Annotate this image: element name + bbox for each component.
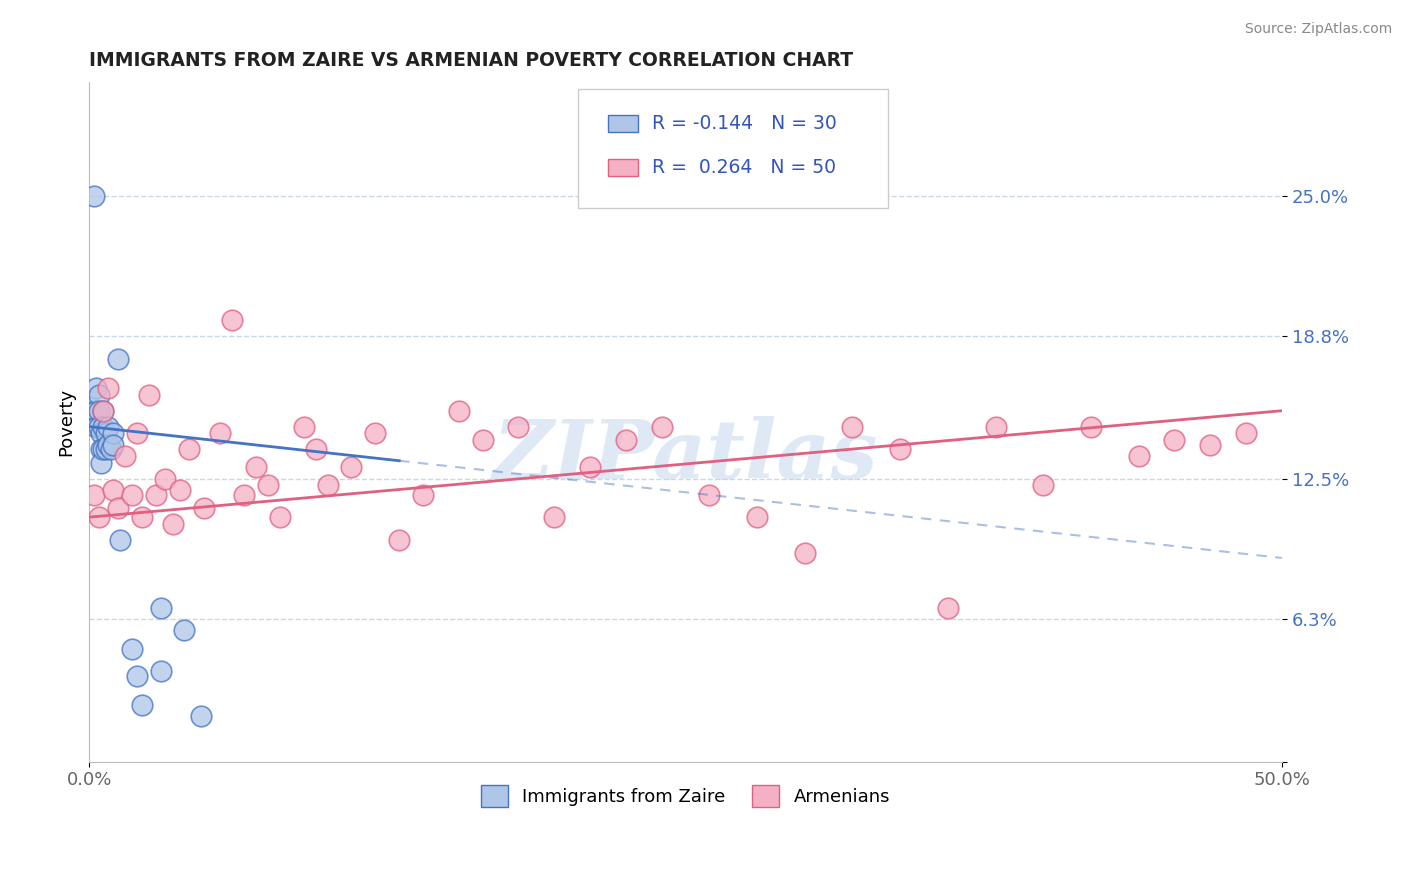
Point	[83, 188, 105, 202]
Point	[101, 426, 124, 441]
Point	[90, 442, 112, 457]
Point	[447, 403, 470, 417]
Point	[412, 487, 434, 501]
Point	[651, 419, 673, 434]
Point	[97, 381, 120, 395]
Point	[84, 403, 107, 417]
Point	[90, 426, 112, 441]
Point	[889, 442, 911, 457]
Point	[107, 351, 129, 366]
Point	[1080, 419, 1102, 434]
Point	[209, 426, 232, 441]
Point	[508, 419, 530, 434]
Point	[543, 510, 565, 524]
Point	[190, 709, 212, 723]
Point	[1032, 478, 1054, 492]
Point	[269, 510, 291, 524]
Point	[984, 419, 1007, 434]
Point	[93, 403, 115, 417]
Point	[87, 419, 110, 434]
Point	[97, 438, 120, 452]
Point	[193, 501, 215, 516]
FancyBboxPatch shape	[578, 89, 889, 208]
Point	[340, 460, 363, 475]
Point	[100, 442, 122, 457]
Point	[121, 641, 143, 656]
Point	[221, 313, 243, 327]
Point	[83, 487, 105, 501]
Text: Source: ZipAtlas.com: Source: ZipAtlas.com	[1244, 22, 1392, 37]
Point	[93, 442, 115, 457]
Point	[87, 403, 110, 417]
Text: IMMIGRANTS FROM ZAIRE VS ARMENIAN POVERTY CORRELATION CHART: IMMIGRANTS FROM ZAIRE VS ARMENIAN POVERT…	[89, 51, 853, 70]
Point	[169, 483, 191, 497]
Point	[292, 419, 315, 434]
Point	[1234, 426, 1257, 441]
Point	[614, 433, 637, 447]
Point	[87, 510, 110, 524]
Point	[162, 516, 184, 531]
Point	[83, 403, 105, 417]
Point	[173, 624, 195, 638]
Point	[107, 501, 129, 516]
Point	[97, 419, 120, 434]
Point	[257, 478, 280, 492]
Point	[745, 510, 768, 524]
Point	[138, 388, 160, 402]
Point	[1163, 433, 1185, 447]
Point	[84, 419, 107, 434]
Point	[94, 442, 117, 457]
Text: R = -0.144   N = 30: R = -0.144 N = 30	[652, 113, 837, 133]
Point	[1199, 438, 1222, 452]
Point	[125, 669, 148, 683]
Point	[388, 533, 411, 547]
Point	[108, 533, 131, 547]
Point	[125, 426, 148, 441]
Point	[179, 442, 201, 457]
Y-axis label: Poverty: Poverty	[58, 388, 75, 456]
Point	[793, 546, 815, 560]
Point	[579, 460, 602, 475]
Point	[121, 487, 143, 501]
Point	[87, 388, 110, 402]
Point	[149, 664, 172, 678]
Point	[471, 433, 494, 447]
Point	[101, 483, 124, 497]
Point	[149, 600, 172, 615]
Text: R =  0.264   N = 50: R = 0.264 N = 50	[652, 158, 837, 177]
Point	[131, 510, 153, 524]
Legend: Immigrants from Zaire, Armenians: Immigrants from Zaire, Armenians	[474, 778, 897, 814]
Point	[94, 426, 117, 441]
Text: ZIPatlas: ZIPatlas	[492, 416, 879, 496]
Point	[84, 381, 107, 395]
Point	[131, 698, 153, 713]
Point	[364, 426, 387, 441]
Point	[101, 438, 124, 452]
Point	[316, 478, 339, 492]
Point	[305, 442, 328, 457]
Point	[697, 487, 720, 501]
Point	[90, 456, 112, 470]
Point	[1128, 449, 1150, 463]
FancyBboxPatch shape	[607, 159, 638, 176]
Point	[841, 419, 863, 434]
Point	[114, 449, 136, 463]
FancyBboxPatch shape	[607, 114, 638, 132]
Point	[93, 419, 115, 434]
Point	[245, 460, 267, 475]
Point	[936, 600, 959, 615]
Point	[233, 487, 256, 501]
Point	[155, 472, 177, 486]
Point	[145, 487, 167, 501]
Point	[93, 403, 115, 417]
